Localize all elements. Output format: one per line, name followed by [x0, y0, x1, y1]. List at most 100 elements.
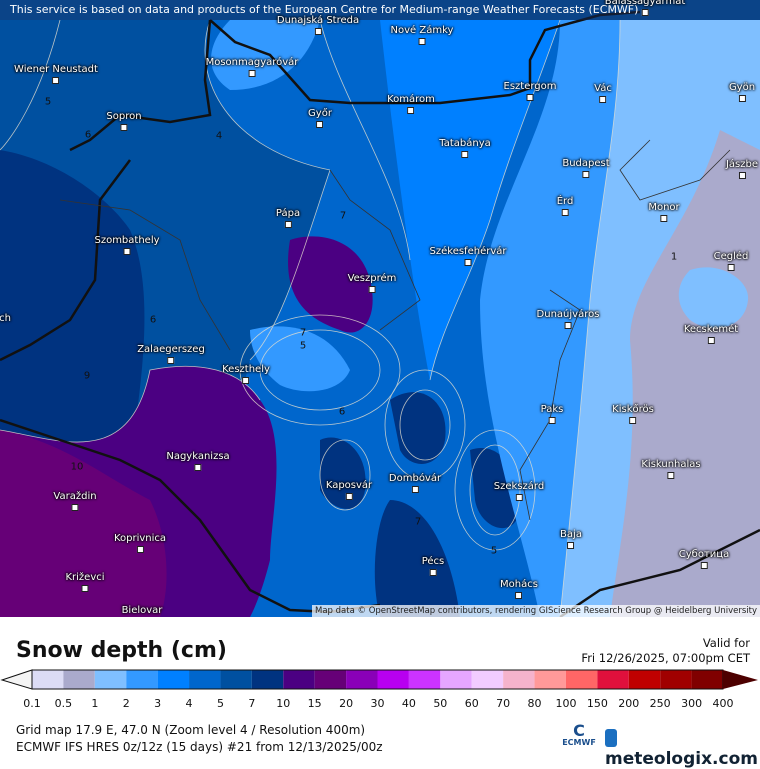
city-marker-icon: [314, 28, 322, 35]
ecmwf-logo[interactable]: C ECMWF: [562, 721, 596, 748]
city-name: Wiener Neustadt: [14, 64, 98, 75]
city-label: Kecskemét: [684, 324, 738, 344]
city-marker-icon: [464, 259, 472, 266]
contour-label: 7: [299, 327, 307, 339]
valid-time: Valid for Fri 12/26/2025, 07:00pm CET: [581, 636, 750, 666]
legend-swatch: [408, 670, 441, 689]
city-label: Dunajská Streda: [277, 15, 359, 35]
city-name: Érd: [556, 196, 574, 207]
city-marker-icon: [738, 95, 746, 102]
city-name: Jászbe: [725, 159, 759, 170]
city-marker-icon: [526, 94, 534, 101]
legend-tick-label: 20: [339, 697, 354, 710]
city-name: Kecskemét: [683, 324, 739, 335]
legend-swatch: [377, 670, 409, 689]
legend-title: Snow depth (cm): [16, 638, 227, 663]
city-name: Varaždin: [53, 491, 97, 502]
city-marker-icon: [120, 124, 128, 131]
city-marker-icon: [52, 77, 60, 84]
city-marker-icon: [548, 417, 556, 424]
city-label: Wiener Neustadt: [14, 64, 98, 84]
contour-label: 6: [149, 314, 157, 326]
contour-label: 7: [414, 516, 422, 528]
city-name: ch: [0, 313, 11, 324]
legend-swatch: [251, 670, 284, 689]
city-name: Gyön: [728, 82, 756, 93]
city-label: Bielovar: [122, 605, 163, 617]
city-label: Mosonmagyaróvár: [206, 57, 298, 77]
contour-label: 5: [299, 340, 307, 352]
legend-tick-label: 40: [401, 697, 416, 710]
meteologix-logo-text: meteologix.com: [605, 749, 758, 769]
city-label: Kiskunhalas: [641, 459, 701, 479]
city-marker-icon: [418, 38, 426, 45]
city-label: Dunaújváros: [536, 309, 600, 329]
city-name: Dunaújváros: [536, 309, 600, 320]
valid-label: Valid for: [702, 636, 750, 650]
city-marker-icon: [123, 248, 131, 255]
contour-label: 9: [83, 370, 91, 382]
legend-swatch: [565, 670, 598, 689]
legend-tick-label: 10: [276, 697, 291, 710]
city-name: Kiskunhalas: [641, 459, 701, 470]
legend-swatch: [94, 670, 127, 689]
legend-tick-label: 2: [122, 697, 130, 710]
city-name: Bielovar: [121, 605, 163, 616]
city-marker-icon: [515, 592, 523, 599]
legend-tick-label: 7: [248, 697, 256, 710]
city-label: Baja: [560, 529, 582, 549]
city-name: Nagykanizsa: [166, 451, 230, 462]
city-name: Sopron: [106, 111, 142, 122]
city-label: Pécs: [421, 556, 445, 576]
city-label: Budapest: [562, 158, 610, 178]
city-marker-icon: [194, 464, 202, 471]
city-name: Paks: [540, 404, 564, 415]
legend-tick-label: 250: [649, 697, 671, 710]
legend-swatch: [63, 670, 95, 689]
city-label: Суботица: [679, 549, 729, 569]
legend-tick-label: 80: [527, 697, 542, 710]
valid-datetime: Fri 12/26/2025, 07:00pm CET: [581, 651, 750, 665]
contour-label: 4: [215, 130, 223, 142]
city-marker-icon: [564, 322, 572, 329]
ecmwf-logo-text: ECMWF: [562, 738, 596, 747]
legend-tick-label: 15: [307, 697, 322, 710]
legend-swatch: [660, 670, 692, 689]
city-name: Pécs: [421, 556, 445, 567]
city-name: Dombóvár: [388, 473, 442, 484]
city-label: Győr: [308, 108, 332, 128]
city-name: Balassagyarmat: [604, 0, 686, 7]
city-label: Balassagyarmat: [604, 0, 686, 16]
city-label: Pápa: [276, 208, 300, 228]
city-label: Nagykanizsa: [166, 451, 230, 471]
city-marker-icon: [567, 542, 575, 549]
city-marker-icon: [136, 546, 144, 553]
legend-swatch: [628, 670, 661, 689]
meteologix-logo[interactable]: meteologix.com: [605, 729, 760, 769]
city-marker-icon: [248, 70, 256, 77]
city-label: Zalaegerszeg: [137, 344, 205, 364]
city-name: Nové Zámky: [390, 25, 454, 36]
city-marker-icon: [515, 494, 523, 501]
legend-swatch: [220, 670, 252, 689]
city-label: Sopron: [106, 111, 142, 131]
city-name: Kaposvár: [325, 480, 373, 491]
legend-swatch: [346, 670, 378, 689]
city-label: Keszthely: [222, 364, 270, 384]
city-name: Szekszárd: [493, 481, 545, 492]
model-info: ECMWF IFS HRES 0z/12z (15 days) #21 from…: [16, 740, 383, 754]
map-attribution[interactable]: Map data © OpenStreetMap contributors, r…: [312, 605, 760, 617]
city-marker-icon: [368, 286, 376, 293]
legend-tick-label: 3: [154, 697, 162, 710]
legend-swatch: [503, 670, 535, 689]
legend-above-arrow: [723, 670, 758, 689]
city-marker-icon: [407, 107, 415, 114]
ecmwf-notice-banner: This service is based on data and produc…: [0, 0, 760, 20]
city-name: Esztergom: [503, 81, 557, 92]
legend-tick-label: 200: [618, 697, 640, 710]
city-label: Veszprém: [348, 273, 396, 293]
legend-swatch: [314, 670, 347, 689]
snow-depth-map[interactable]: This service is based on data and produc…: [0, 0, 760, 617]
legend-tick-label: 0.1: [23, 697, 41, 710]
city-marker-icon: [345, 493, 353, 500]
